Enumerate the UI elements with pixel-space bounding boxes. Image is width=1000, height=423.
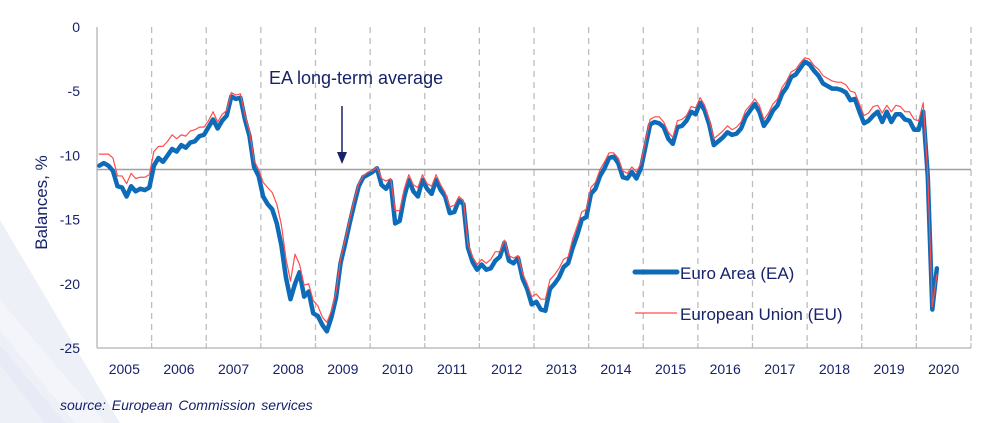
annotation-label: EA long-term average [269,68,443,88]
series-line-ea [97,59,940,334]
x-tick-label: 2013 [546,361,577,377]
decor-stripe [0,345,65,423]
decor-stripe [0,220,120,423]
x-tick-label: 2014 [600,361,631,377]
annotation-arrow-head [337,152,347,164]
y-tick-label: -25 [60,340,80,356]
annotation-group: EA long-term average [269,68,443,164]
x-tick-label: 2006 [163,361,194,377]
legend-label-ea: Euro Area (EA) [680,264,794,283]
axes [96,27,972,349]
y-tick-label: -10 [60,147,80,163]
legend: Euro Area (EA) European Union (EU) [632,264,843,324]
labels: 0 -5 -10 -15 -20 -25 2005 2006 2007 2008 2009 2010 2… [32,19,959,377]
x-tick-label: 2011 [437,361,467,377]
y-axis-title: Balances, % [32,155,51,250]
y-tick-label: -20 [60,276,80,292]
x-tick-label: 2017 [764,361,795,377]
y-tick-label: -15 [60,212,80,228]
y-tick-label: -5 [68,83,81,99]
series-group [97,57,940,334]
x-tick-label: 2020 [928,361,959,377]
x-tick-label: 2008 [273,361,304,377]
x-tick-label: 2015 [655,361,686,377]
x-tick-label: 2005 [109,361,140,377]
series-line-eu [98,57,938,323]
x-tick-label: 2010 [382,361,413,377]
x-tick-label: 2016 [710,361,741,377]
x-tick-label: 2007 [218,361,249,377]
legend-label-eu: European Union (EU) [680,305,843,324]
x-tick-label: 2009 [327,361,358,377]
x-tick-label: 2019 [873,361,904,377]
grid [150,27,972,348]
x-tick-label: 2018 [819,361,850,377]
x-tick-label: 2012 [491,361,522,377]
decor-stripe [0,300,105,423]
y-tick-label: 0 [72,19,80,35]
source-note: source: European Commission services [60,397,313,413]
